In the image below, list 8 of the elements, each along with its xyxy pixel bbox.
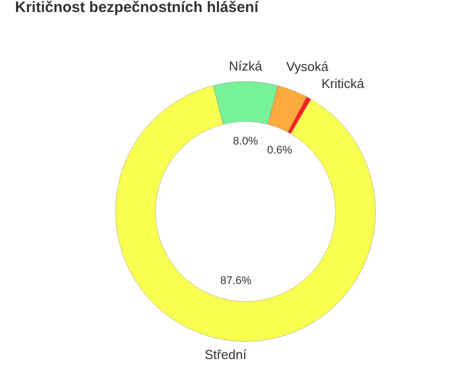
slice-label: Střední xyxy=(204,347,247,362)
data-label: 87.6% xyxy=(220,274,252,287)
slice-label: Kritická xyxy=(321,76,365,91)
data-label: 0.6% xyxy=(267,144,292,156)
slice-label: Vysoká xyxy=(286,59,330,74)
slice-label: Nízká xyxy=(228,58,263,74)
chart-title: Kritičnost bezpečnostních hlášení xyxy=(15,0,260,16)
data-label: 8.0% xyxy=(232,136,258,148)
